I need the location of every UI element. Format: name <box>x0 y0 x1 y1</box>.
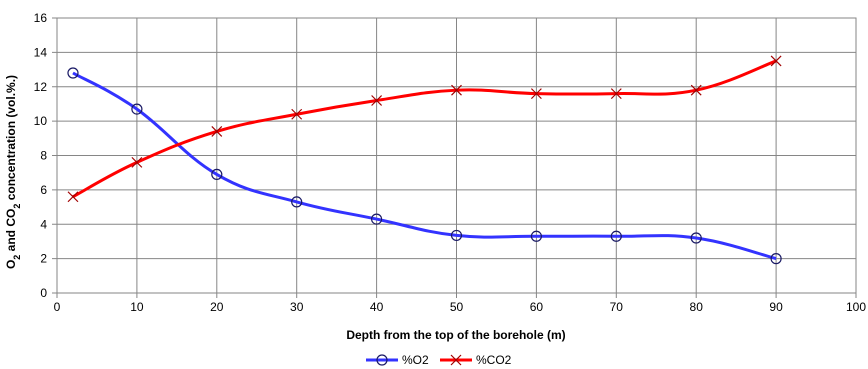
data-point-o2 <box>690 232 702 244</box>
x-axis-ticks: 0 10 20 30 40 50 60 70 80 90 100 <box>54 293 866 314</box>
series-co2 <box>67 55 782 203</box>
legend-o2-marker-icon <box>376 354 388 366</box>
x-tick-label: 50 <box>450 300 464 314</box>
legend-item-co2: %CO2 <box>440 353 512 367</box>
legend: %O2 %CO2 <box>366 353 512 367</box>
data-point-co2 <box>770 55 782 67</box>
y-axis-title-part: and CO <box>4 209 18 255</box>
data-point-o2 <box>530 230 543 242</box>
x-tick-label: 40 <box>370 300 384 314</box>
x-tick-label: 90 <box>769 300 783 314</box>
y-tick-label: 6 <box>40 183 47 197</box>
y-tick-label: 0 <box>40 286 47 300</box>
x-tick-label: 0 <box>54 300 61 314</box>
y-tick-label: 14 <box>34 45 48 59</box>
data-point-co2 <box>530 88 542 100</box>
x-tick-label: 80 <box>690 300 704 314</box>
x-tick-label: 100 <box>846 300 866 314</box>
y-tick-label: 12 <box>34 80 48 94</box>
y-tick-label: 2 <box>40 252 47 266</box>
data-point-o2 <box>131 103 143 115</box>
y-axis-title: O2 and CO2 concentration (vol.%.) <box>4 75 22 269</box>
y-tick-label: 4 <box>40 217 47 231</box>
data-point-o2 <box>770 253 782 265</box>
data-point-o2 <box>67 67 79 79</box>
y-tick-label: 16 <box>34 11 48 25</box>
legend-item-o2: %O2 <box>366 353 429 367</box>
data-point-co2 <box>610 88 622 100</box>
data-point-o2 <box>450 229 463 242</box>
series-layer <box>67 55 782 265</box>
y-axis-ticks: 0 2 4 6 8 10 12 14 16 <box>34 11 57 300</box>
data-point-co2 <box>371 95 383 106</box>
x-tick-label: 70 <box>610 300 624 314</box>
x-tick-label: 10 <box>130 300 144 314</box>
data-point-co2 <box>451 84 462 96</box>
x-tick-label: 20 <box>210 300 224 314</box>
data-point-o2 <box>371 213 383 225</box>
y-axis-title-subscript: 2 <box>12 204 22 209</box>
y-axis-title-subscript: 2 <box>12 255 22 260</box>
x-axis-title: Depth from the top of the borehole (m) <box>346 328 565 342</box>
series-o2-line <box>72 71 777 261</box>
y-axis-title-part: O <box>4 260 18 269</box>
data-point-co2 <box>211 126 223 137</box>
data-point-co2 <box>690 84 702 96</box>
x-tick-label: 60 <box>530 300 544 314</box>
x-tick-label: 30 <box>290 300 304 314</box>
data-point-co2 <box>291 108 303 120</box>
y-tick-label: 10 <box>34 114 48 128</box>
legend-o2-label: %O2 <box>402 353 429 367</box>
y-tick-label: 8 <box>40 149 47 163</box>
chart-grid <box>56 17 857 294</box>
data-point-co2 <box>131 156 143 168</box>
data-point-co2 <box>67 191 79 203</box>
series-o2 <box>67 67 782 265</box>
legend-co2-label: %CO2 <box>476 353 512 367</box>
series-co2-line <box>72 59 777 199</box>
legend-co2-marker-icon <box>450 354 462 366</box>
data-point-o2 <box>211 168 223 181</box>
y-axis-title-part: concentration (vol.%.) <box>4 75 18 204</box>
data-point-o2 <box>610 230 622 242</box>
data-point-o2 <box>291 196 303 208</box>
